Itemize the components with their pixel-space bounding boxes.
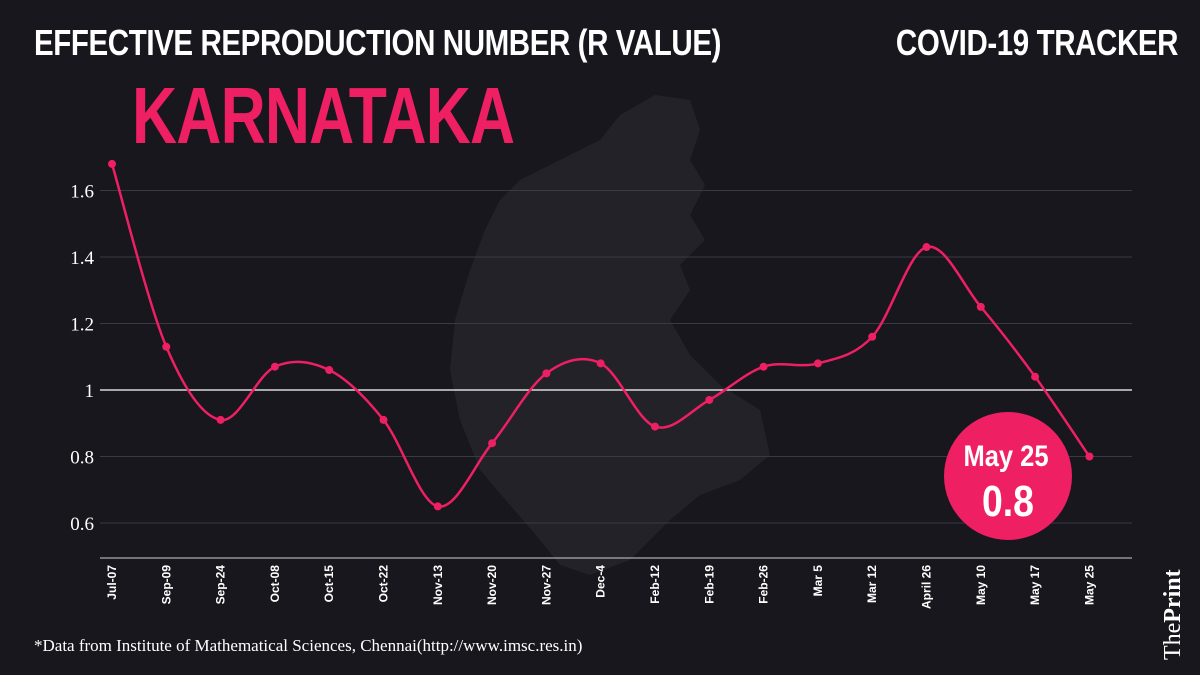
y-tick-label: 1.4: [70, 248, 94, 269]
data-point: [1031, 372, 1040, 381]
callout-circle: [944, 412, 1072, 540]
y-tick-label: 1.2: [70, 315, 94, 336]
y-tick-label: 1: [85, 381, 95, 402]
data-point: [325, 366, 334, 375]
data-point: [1085, 452, 1094, 461]
data-point: [216, 415, 225, 424]
data-point: [433, 502, 442, 511]
data-point: [488, 439, 497, 448]
y-tick-label: 1.6: [70, 182, 94, 203]
brand-prefix: The: [1160, 622, 1186, 660]
x-tick-label: May 10: [974, 565, 988, 605]
region-title: KARNATAKA: [132, 71, 515, 160]
data-point: [542, 369, 551, 378]
data-point: [270, 362, 279, 371]
source-note: *Data from Institute of Mathematical Sci…: [34, 636, 583, 655]
x-tick-label: Nov-20: [485, 565, 499, 605]
x-tick-label: May 25: [1082, 565, 1096, 605]
data-point: [705, 395, 714, 404]
data-point: [922, 243, 931, 252]
x-tick-label: Oct-08: [268, 565, 282, 603]
data-points: [108, 159, 1094, 511]
data-point: [651, 422, 659, 431]
y-tick-label: 0.6: [70, 514, 94, 535]
data-point: [162, 342, 171, 351]
grid-lines: [100, 190, 1132, 524]
x-tick-label: Jul-07: [105, 565, 119, 600]
data-point: [759, 362, 768, 371]
brand-name: Print: [1160, 569, 1186, 623]
x-tick-label: Dec-4: [594, 565, 608, 598]
map-silhouette: [450, 95, 770, 575]
x-tick-label: May 17: [1028, 565, 1042, 605]
y-axis-ticks: 0.6 0.8 1 1.2 1.4 1.6: [70, 182, 94, 536]
x-tick-label: Feb-12: [648, 565, 662, 604]
data-point: [976, 302, 985, 311]
brand-logo: ThePrint: [1160, 569, 1187, 660]
chart-title: EFFECTIVE REPRODUCTION NUMBER (R VALUE): [34, 22, 722, 63]
x-tick-label: Feb-19: [702, 565, 716, 604]
y-tick-label: 0.8: [70, 448, 94, 469]
x-tick-label: Nov-27: [539, 565, 553, 605]
x-tick-label: Oct-22: [377, 565, 391, 603]
callout-value: 0.8: [982, 476, 1034, 526]
data-point: [379, 415, 388, 424]
x-tick-label: Feb-26: [757, 565, 771, 604]
x-axis-ticks: Jul-07 Sep-09 Sep-24 Oct-08 Oct-15 Oct-22 Nov-…: [105, 565, 1096, 609]
x-tick-label: Mar 12: [865, 565, 879, 603]
x-tick-label: Mar 5: [811, 565, 825, 597]
x-tick-label: Nov-13: [431, 565, 445, 605]
data-point: [596, 359, 605, 368]
callout-date: May 25: [963, 439, 1048, 472]
x-tick-label: Oct-15: [322, 565, 336, 603]
x-tick-label: Sep-09: [159, 565, 173, 605]
x-tick-label: April 26: [920, 565, 934, 609]
x-tick-label: Sep-24: [214, 565, 228, 605]
data-point: [868, 332, 877, 341]
tracker-label: COVID-19 TRACKER: [895, 22, 1179, 63]
data-point: [108, 159, 116, 168]
data-point: [813, 359, 822, 368]
